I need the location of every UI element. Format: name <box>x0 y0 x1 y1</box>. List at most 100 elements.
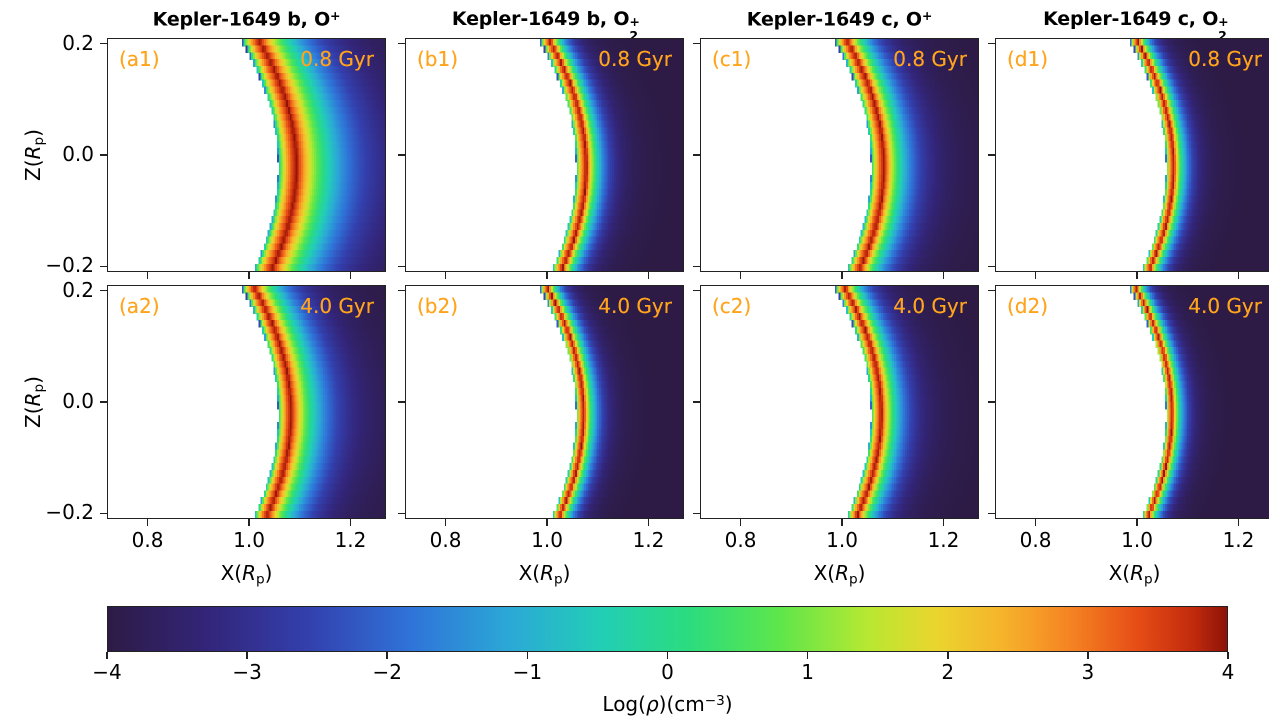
y-tick-label: 0.2 <box>62 277 94 302</box>
x-axis-label-suffix: ) <box>562 561 571 585</box>
x-tick <box>1237 519 1240 526</box>
x-axis-label-prefix: X( <box>813 561 836 585</box>
y-tick <box>693 512 700 515</box>
colorbar-tick <box>386 652 389 659</box>
x-tick <box>349 519 352 526</box>
x-tick <box>444 519 447 526</box>
x-tick <box>647 519 650 526</box>
colorbar-tick <box>526 652 529 659</box>
x-axis-label-sub: p <box>255 571 265 588</box>
colorbar-tick-label: 2 <box>941 660 955 684</box>
y-tick <box>693 401 700 403</box>
x-tick <box>1136 519 1138 526</box>
colorbar-label-exponent: −3 <box>704 692 725 709</box>
y-axis-label-prefix: Z( <box>20 159 45 181</box>
density-heatmap-b2 <box>406 286 683 518</box>
panel-title-text: Kepler-1649 b, O <box>152 8 331 31</box>
colorbar-label-suffix: ) <box>724 692 733 716</box>
panel-title-charge: + <box>330 8 341 23</box>
x-tick-label: 1.2 <box>334 528 367 552</box>
y-tick <box>398 154 405 156</box>
panel-time-c2: 4.0 Gyr <box>893 294 967 318</box>
y-tick-label: 0.0 <box>62 389 94 413</box>
plot-panel-c1[interactable]: (c1) 0.8 Gyr <box>700 38 979 272</box>
panel-title-text: Kepler-1649 b, O <box>451 8 630 30</box>
x-axis-label-symbol: R <box>1130 561 1144 585</box>
panel-title-b1: Kepler-1649 b, O +2 <box>451 8 640 43</box>
panel-time-a1: 0.8 Gyr <box>300 47 374 71</box>
y-tick <box>100 265 107 268</box>
panel-time-d2: 4.0 Gyr <box>1188 294 1262 318</box>
panel-time-d1: 0.8 Gyr <box>1188 47 1262 71</box>
y-tick-label: −0.2 <box>45 500 94 525</box>
x-axis-label-sub: p <box>848 571 858 588</box>
colorbar-tick-label: 3 <box>1081 660 1095 684</box>
panel-time-b2: 4.0 Gyr <box>598 294 672 318</box>
panel-tag-b1: (b1) <box>417 47 459 71</box>
y-tick <box>398 265 405 268</box>
x-axis-label-symbol: R <box>242 561 256 585</box>
colorbar-tick <box>806 652 809 659</box>
plot-panel-a2[interactable]: (a2) 4.0 Gyr <box>107 285 386 519</box>
y-tick-label: 0.2 <box>62 30 94 55</box>
x-axis-label-symbol: R <box>835 561 849 585</box>
plot-panel-a1[interactable]: (a1) 0.8 Gyr <box>107 38 386 272</box>
x-axis-label-prefix: X( <box>220 561 243 585</box>
panel-time-c1: 0.8 Gyr <box>893 47 967 71</box>
colorbar <box>107 606 1228 652</box>
x-tick-label: 1.0 <box>826 528 858 552</box>
panel-title-charge: + <box>921 8 933 23</box>
x-axis-label-sub: p <box>553 571 563 588</box>
panel-tag-a1: (a1) <box>119 47 160 71</box>
panel-tag-b2: (b2) <box>417 294 459 318</box>
y-axis-label-suffix: ) <box>20 376 45 384</box>
colorbar-label-prefix: Log( <box>602 692 646 716</box>
x-tick <box>146 519 149 526</box>
density-heatmap-a2 <box>108 286 385 518</box>
y-tick <box>988 401 995 403</box>
x-axis-label: X(Rp) <box>995 561 1269 587</box>
x-tick-label: 0.8 <box>429 528 462 552</box>
plot-panel-b2[interactable]: (b2) 4.0 Gyr <box>405 285 684 519</box>
x-tick-label: 0.8 <box>131 528 164 552</box>
panel-time-b1: 0.8 Gyr <box>598 47 672 71</box>
x-axis-label-prefix: X( <box>518 561 541 585</box>
plot-panel-d2[interactable]: (d2) 4.0 Gyr <box>995 285 1269 519</box>
x-tick <box>942 272 945 279</box>
x-tick-label: 1.2 <box>1222 528 1255 552</box>
colorbar-tick-label: 0 <box>661 660 674 684</box>
x-tick <box>1136 272 1138 279</box>
y-tick <box>100 42 107 45</box>
y-tick <box>988 154 995 156</box>
y-tick <box>988 289 995 292</box>
y-axis-label-prefix: Z( <box>20 406 45 428</box>
colorbar-tick-label: 1 <box>801 660 814 684</box>
y-tick <box>693 154 700 156</box>
density-heatmap-b1 <box>406 39 683 271</box>
y-tick <box>988 265 995 268</box>
x-tick <box>739 519 742 526</box>
colorbar-tick-label: −2 <box>372 660 402 684</box>
colorbar-tick <box>946 652 949 659</box>
x-tick <box>841 519 843 526</box>
panel-title-text: Kepler-1649 c, O <box>746 8 922 31</box>
y-tick <box>100 401 107 403</box>
y-tick <box>100 154 107 156</box>
panel-tag-d2: (d2) <box>1007 294 1049 318</box>
colorbar-label-mid: )(cm <box>658 692 705 716</box>
panel-title-a1: Kepler-1649 b, O+ <box>107 8 386 30</box>
y-tick <box>398 289 405 292</box>
plot-panel-b1[interactable]: (b1) 0.8 Gyr <box>405 38 684 272</box>
x-axis-label-suffix: ) <box>857 561 866 585</box>
x-tick <box>647 272 650 279</box>
plot-panel-c2[interactable]: (c2) 4.0 Gyr <box>700 285 979 519</box>
x-tick-label: 1.0 <box>531 528 563 552</box>
density-heatmap-c1 <box>701 39 978 271</box>
y-axis-label: Z(Rp) <box>21 322 47 482</box>
colorbar-tick <box>106 652 108 659</box>
y-axis-label-sub: p <box>31 136 48 146</box>
plot-panel-d1[interactable]: (d1) 0.8 Gyr <box>995 38 1269 272</box>
x-axis-label-sub: p <box>1143 571 1153 588</box>
x-axis-label-prefix: X( <box>1108 561 1131 585</box>
y-tick <box>100 289 107 292</box>
